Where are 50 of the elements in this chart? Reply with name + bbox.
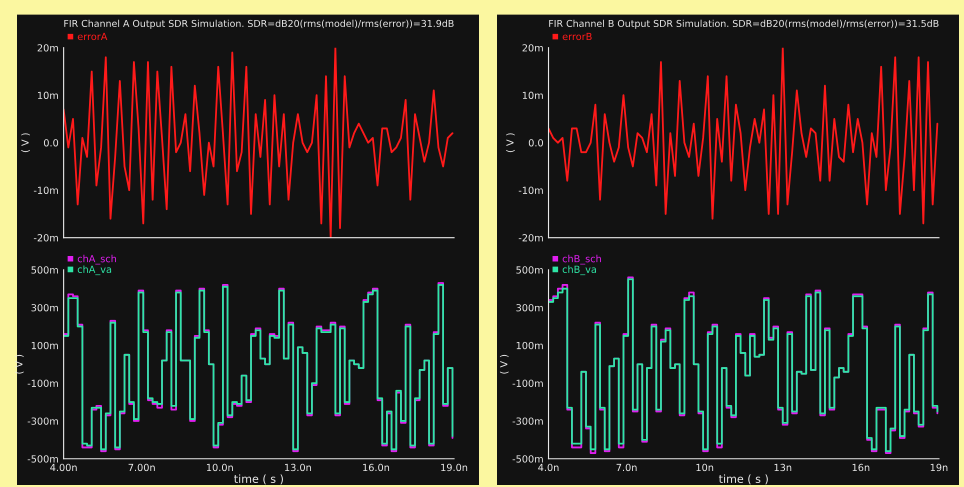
legend-label: chA_sch — [78, 254, 116, 264]
legend-label: errorB — [562, 32, 592, 40]
y-tick-label: -10m — [34, 186, 58, 194]
x-tick-label: 10.0n — [206, 464, 233, 472]
y-axis-title: ( V ) — [500, 354, 509, 374]
legend-label: chA_va — [78, 265, 112, 276]
y-tick-label: -500m — [512, 455, 543, 463]
chart-title: FIR Channel B Output SDR Simulation. SDR=dB20(rms(model)/rms(error))=31.5dB — [549, 20, 938, 29]
y-axis-title: ( V ) — [21, 133, 30, 152]
y-tick-label: 0.0 — [44, 139, 58, 147]
y-tick-label: 10m — [38, 92, 58, 100]
y-tick-label: 10m — [522, 92, 543, 100]
y-tick-label: 100m — [32, 342, 58, 350]
x-tick-label: 16.0n — [363, 464, 390, 472]
x-tick-label: 19n — [930, 464, 948, 472]
y-tick-label: 20m — [522, 44, 543, 52]
y-tick-label: -300m — [512, 417, 543, 425]
y-tick-label: -20m — [34, 234, 58, 242]
chart-title: FIR Channel A Output SDR Simulation. SDR=dB20(rms(model)/rms(error))=31.9dB — [64, 20, 454, 29]
y-tick-label: 300m — [31, 304, 58, 312]
x-tick-label: 16n — [852, 464, 870, 472]
y-axis-title: ( V ) — [506, 133, 515, 152]
legend-label: errorA — [78, 32, 108, 40]
x-tick-label: 13n — [774, 464, 792, 472]
line-series — [548, 48, 938, 224]
line-series — [64, 48, 454, 238]
y-tick-label: 500m — [516, 266, 543, 274]
x-axis-title: time ( s ) — [234, 474, 283, 484]
legend-label: chB_va — [562, 265, 596, 276]
y-tick-label: 0.0 — [528, 139, 544, 147]
y-tick-label: 300m — [516, 304, 543, 312]
x-tick-label: 7.0n — [616, 464, 637, 472]
y-tick-label: 500m — [31, 266, 58, 274]
y-axis-title: ( V ) — [15, 354, 24, 374]
x-tick-label: 13.0n — [285, 464, 311, 472]
y-tick-label: -300m — [28, 417, 58, 425]
legend-label: chB_sch — [562, 254, 601, 264]
x-tick-label: 7.00n — [128, 464, 155, 472]
x-tick-label: 4.00n — [50, 464, 77, 472]
x-tick-label: 19.0n — [441, 464, 468, 472]
x-tick-label: 10n — [696, 464, 714, 472]
y-tick-label: -20m — [518, 234, 543, 242]
x-axis-title: time ( s ) — [718, 474, 768, 484]
y-tick-label: -100m — [28, 380, 58, 388]
y-tick-label: 20m — [38, 44, 58, 52]
x-tick-label: 4.0n — [538, 464, 559, 472]
y-tick-label: -100m — [512, 380, 543, 388]
y-tick-label: -10m — [518, 186, 543, 194]
y-tick-label: 100m — [516, 342, 543, 350]
y-tick-label: -500m — [28, 455, 58, 463]
